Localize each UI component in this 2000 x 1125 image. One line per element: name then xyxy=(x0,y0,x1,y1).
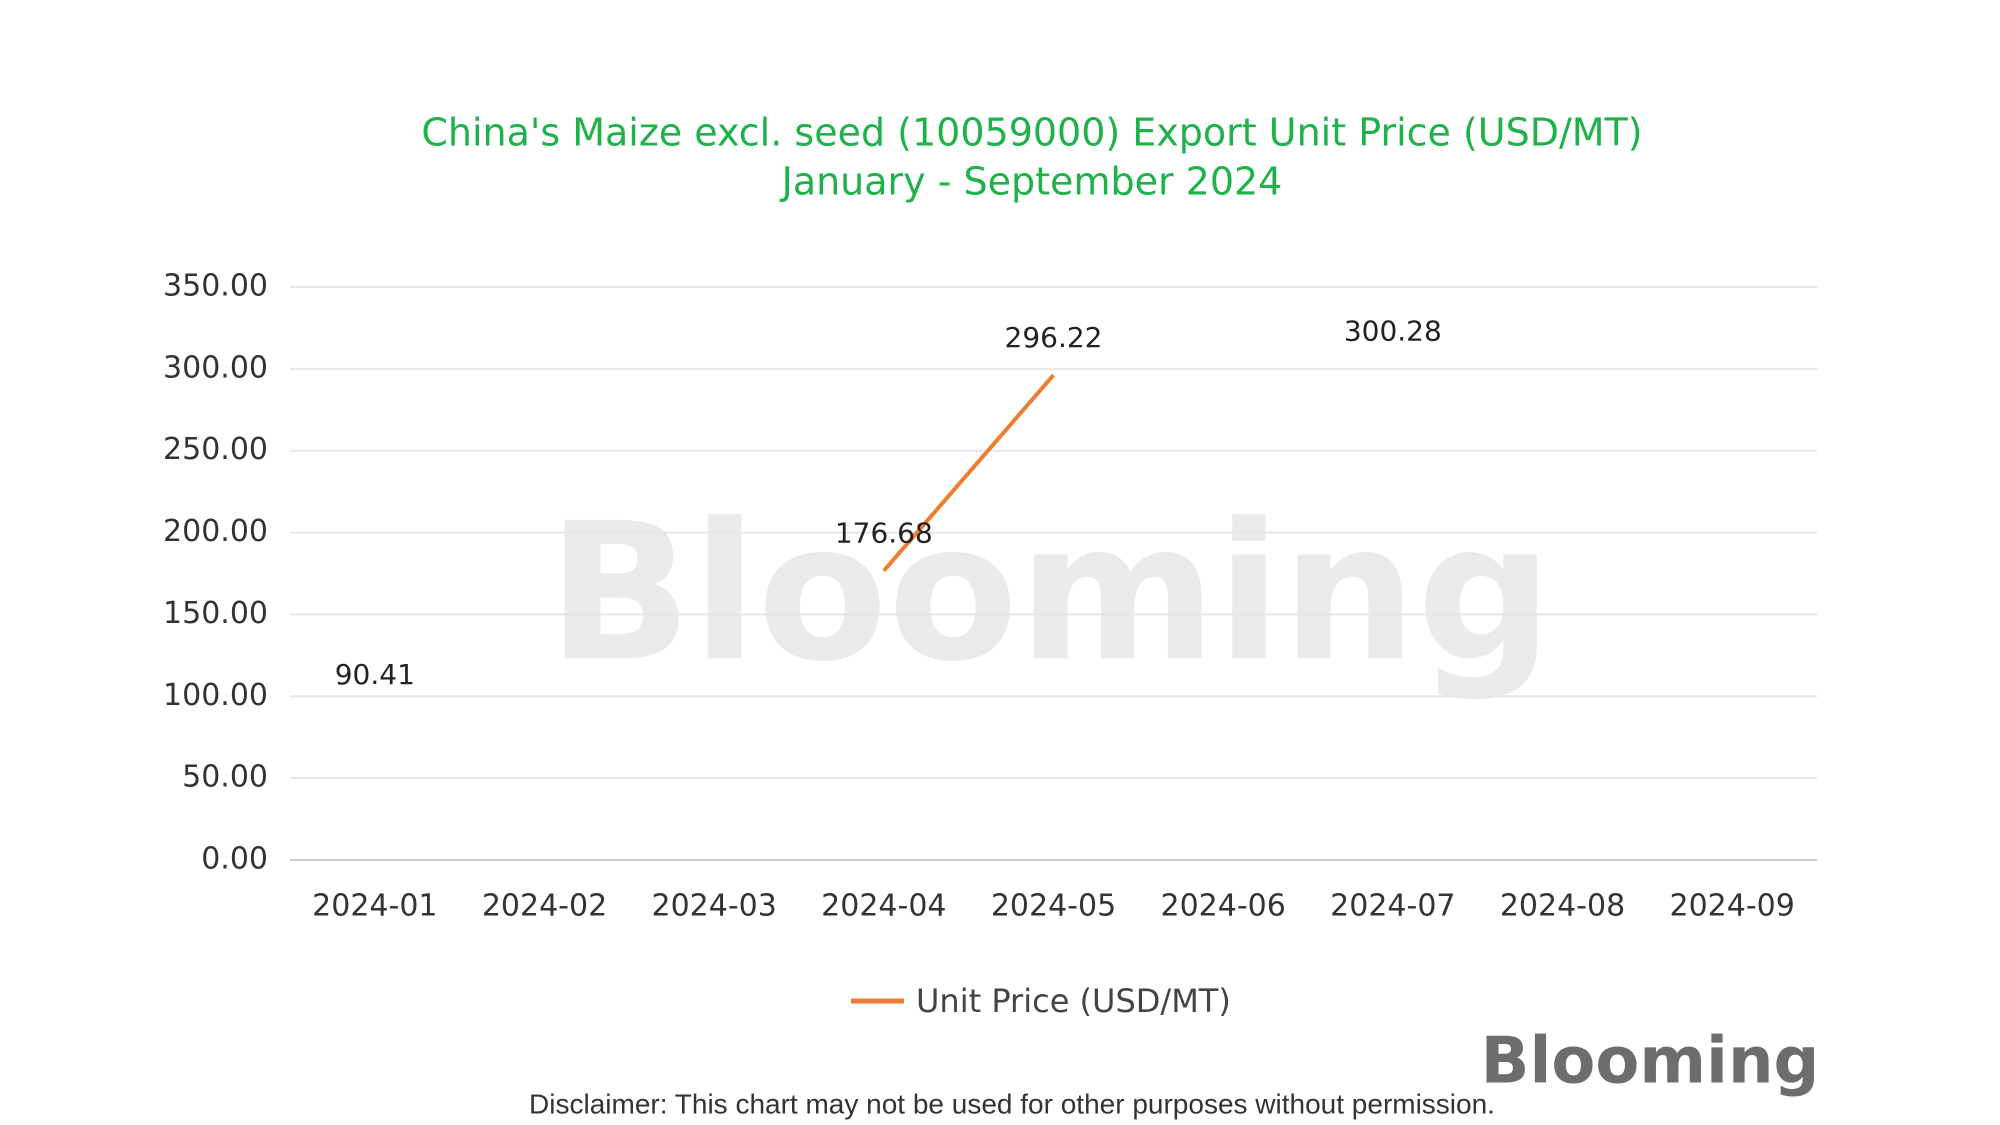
line-series xyxy=(882,373,1056,573)
y-tick-label: 100.00 xyxy=(163,678,268,713)
x-tick-label: 2024-08 xyxy=(1500,889,1625,924)
data-label: 90.41 xyxy=(335,658,415,691)
y-tick-label: 150.00 xyxy=(163,596,268,631)
legend-item: Unit Price (USD/MT) xyxy=(851,982,1231,1020)
x-tick-label: 2024-07 xyxy=(1330,889,1455,924)
legend-label: Unit Price (USD/MT) xyxy=(916,982,1231,1020)
x-tick-label: 2024-06 xyxy=(1160,889,1285,924)
y-tick-label: 200.00 xyxy=(163,514,268,549)
data-label: 176.68 xyxy=(835,517,933,550)
watermark: Blooming xyxy=(547,482,1552,703)
y-tick-label: 0.00 xyxy=(201,842,268,877)
chart-title: China's Maize excl. seed (10059000) Expo… xyxy=(421,111,1642,155)
x-tick-label: 2024-04 xyxy=(821,889,946,924)
y-tick-label: 300.00 xyxy=(163,350,268,385)
x-tick-label: 2024-01 xyxy=(312,889,437,924)
y-tick-label: 50.00 xyxy=(182,760,268,795)
data-label: 296.22 xyxy=(1005,321,1103,354)
data-label: 300.28 xyxy=(1344,314,1442,347)
y-tick-label: 350.00 xyxy=(163,269,268,304)
chart-subtitle: January - September 2024 xyxy=(780,160,1283,204)
x-tick-label: 2024-03 xyxy=(651,889,776,924)
x-tick-label: 2024-05 xyxy=(991,889,1116,924)
x-tick-label: 2024-02 xyxy=(482,889,607,924)
x-tick-label: 2024-09 xyxy=(1669,889,1794,924)
logo: Blooming xyxy=(1481,1025,1820,1099)
y-tick-label: 250.00 xyxy=(163,432,268,467)
disclaimer: Disclaimer: This chart may not be used f… xyxy=(529,1088,1495,1119)
